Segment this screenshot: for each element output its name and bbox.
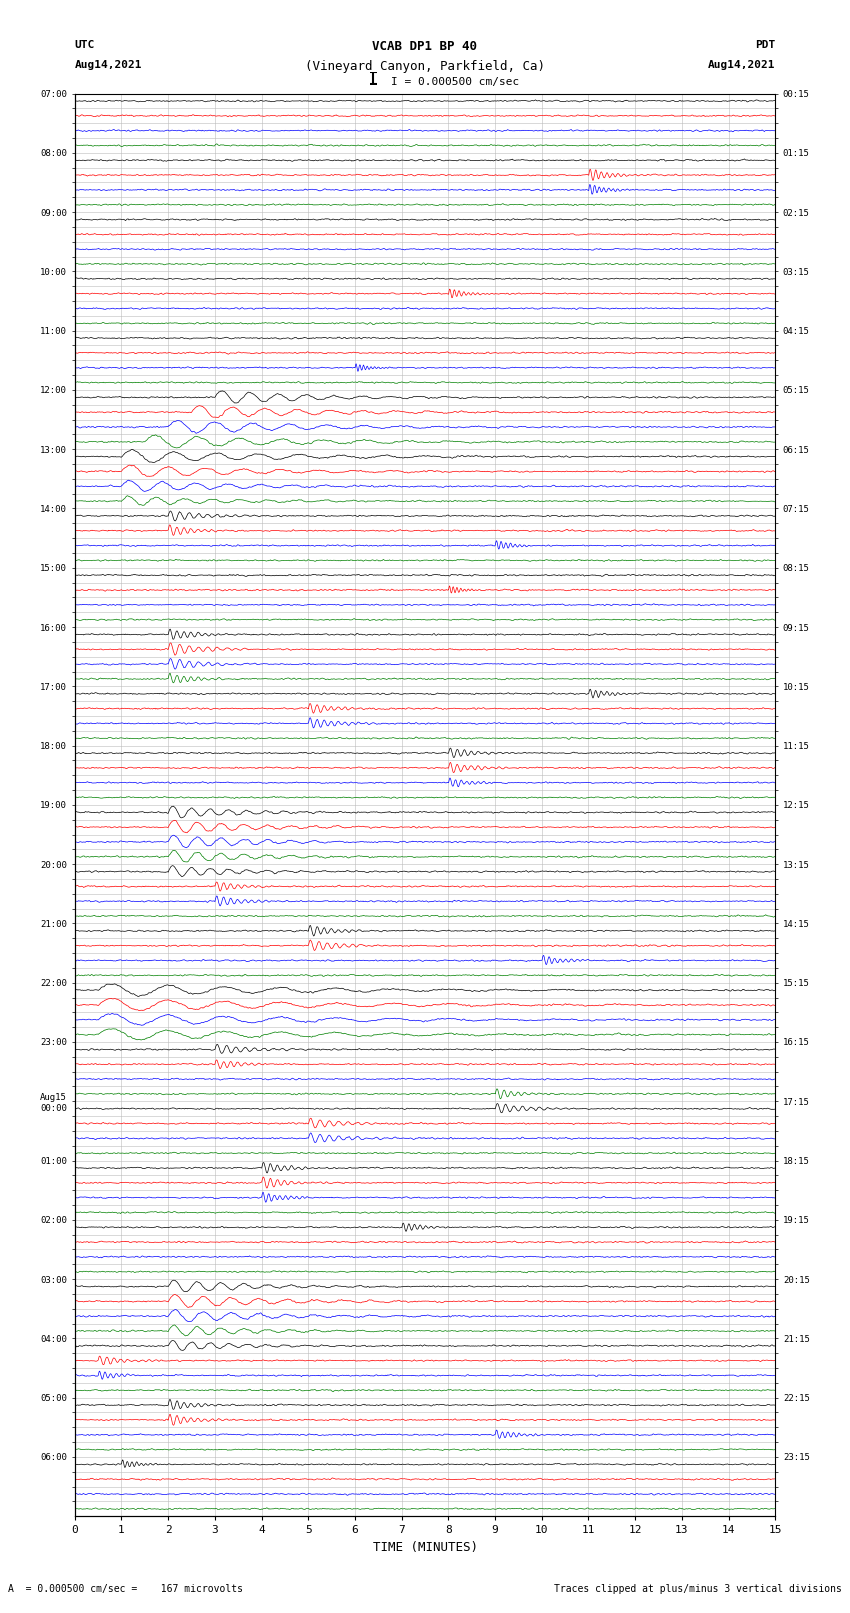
Text: PDT: PDT [755, 40, 775, 50]
Text: Aug14,2021: Aug14,2021 [708, 60, 775, 69]
Text: UTC: UTC [75, 40, 95, 50]
X-axis label: TIME (MINUTES): TIME (MINUTES) [372, 1540, 478, 1553]
Text: I = 0.000500 cm/sec: I = 0.000500 cm/sec [391, 77, 519, 87]
Text: Traces clipped at plus/minus 3 vertical divisions: Traces clipped at plus/minus 3 vertical … [553, 1584, 842, 1594]
Text: (Vineyard Canyon, Parkfield, Ca): (Vineyard Canyon, Parkfield, Ca) [305, 60, 545, 73]
Text: A  = 0.000500 cm/sec =    167 microvolts: A = 0.000500 cm/sec = 167 microvolts [8, 1584, 243, 1594]
Text: VCAB DP1 BP 40: VCAB DP1 BP 40 [372, 40, 478, 53]
Text: Aug14,2021: Aug14,2021 [75, 60, 142, 69]
